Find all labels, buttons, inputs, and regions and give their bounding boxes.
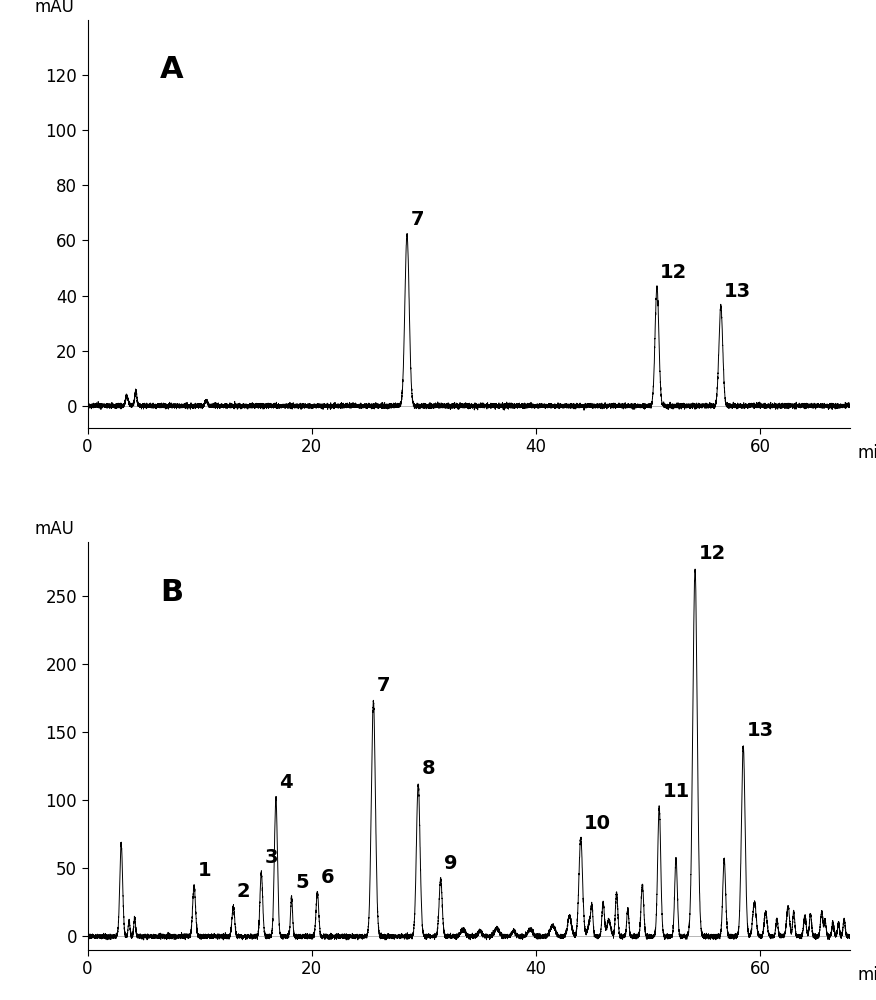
Text: 8: 8 [421,759,435,778]
Text: A: A [159,55,183,84]
Text: mAU: mAU [34,520,74,538]
Text: 7: 7 [377,676,390,695]
Text: 12: 12 [698,544,725,563]
Text: B: B [160,578,183,607]
Text: 10: 10 [584,814,611,833]
Text: 13: 13 [724,282,752,301]
Text: 1: 1 [197,861,211,880]
Text: min: min [858,966,876,984]
Text: 5: 5 [295,873,308,892]
Text: 4: 4 [279,773,293,792]
Text: 6: 6 [321,868,335,887]
Text: 11: 11 [662,782,689,801]
Text: 2: 2 [237,882,251,901]
Text: 7: 7 [410,210,424,229]
Text: 12: 12 [661,263,688,282]
Text: 13: 13 [746,721,774,740]
Text: min: min [858,444,876,462]
Text: 3: 3 [265,848,279,867]
Text: mAU: mAU [34,0,74,16]
Text: 9: 9 [444,854,457,873]
